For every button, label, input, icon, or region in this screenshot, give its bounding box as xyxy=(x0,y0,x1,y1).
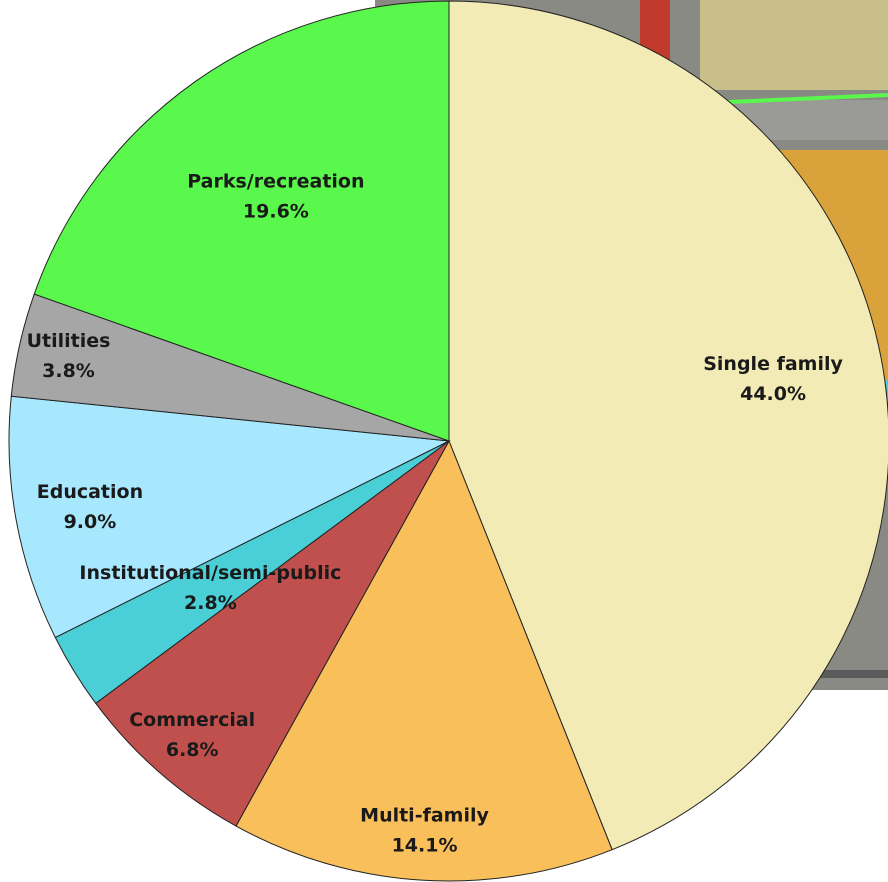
slice-label: Parks/recreation xyxy=(187,170,364,192)
slice-value-label: 9.0% xyxy=(64,511,117,533)
pie-slice xyxy=(95,440,450,827)
slice-value-label: 44.0% xyxy=(740,383,806,405)
pie-slice xyxy=(33,0,450,442)
pie-slice xyxy=(448,0,888,851)
slice-value-label: 14.1% xyxy=(392,835,458,857)
slice-label: Institutional/semi-public xyxy=(79,562,341,584)
pie-slice xyxy=(8,395,451,639)
slice-label: Multi-family xyxy=(360,805,489,827)
slice-label: Single family xyxy=(703,353,843,375)
slice-value-label: 2.8% xyxy=(184,592,237,614)
slice-value-label: 3.8% xyxy=(42,360,95,382)
slice-value-label: 6.8% xyxy=(166,739,219,761)
pie: Single family 44.0% Multi-family 14.1% Comme… xyxy=(8,0,888,882)
slice-label: Commercial xyxy=(129,709,255,731)
slice-value-label: 19.6% xyxy=(243,200,309,222)
aerial-parcel xyxy=(700,0,888,90)
pie-slice xyxy=(235,439,613,882)
slice-label: Utilities xyxy=(27,330,111,352)
aerial-frame xyxy=(800,670,888,678)
slice-label: Education xyxy=(37,481,143,503)
